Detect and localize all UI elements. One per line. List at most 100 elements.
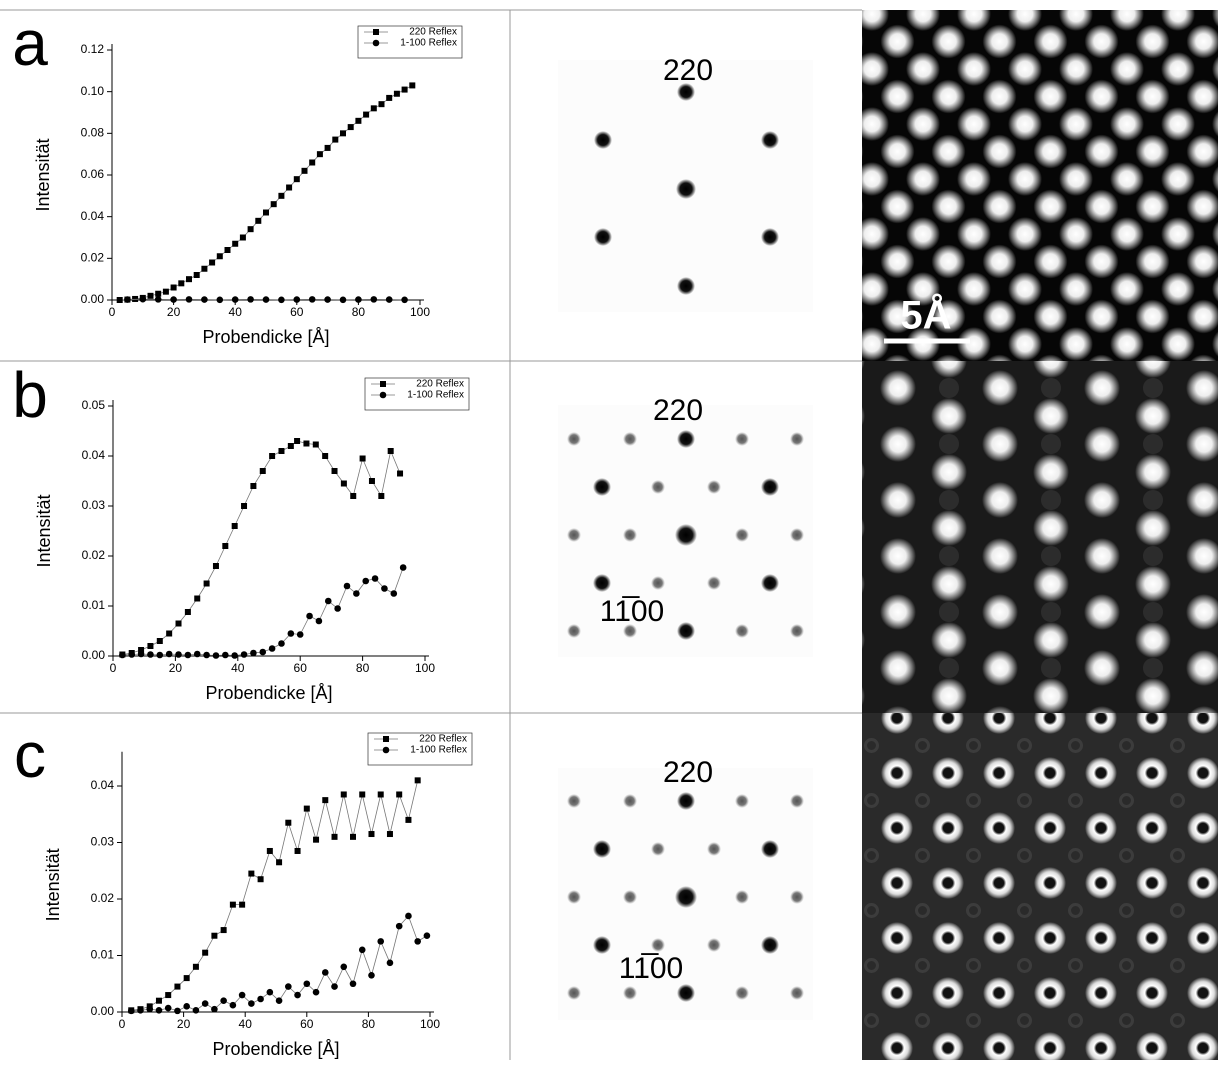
- x-tick-label: 20: [167, 305, 181, 319]
- spot-label: 220: [663, 54, 713, 87]
- data-point: [137, 1007, 144, 1014]
- data-point: [224, 247, 231, 253]
- data-point: [294, 847, 301, 854]
- data-point: [334, 605, 341, 612]
- data-point: [275, 997, 283, 1004]
- data-point: [240, 651, 248, 658]
- x-tick-label: 100: [415, 661, 435, 675]
- x-tick-label: 40: [231, 661, 245, 675]
- data-point: [293, 296, 301, 303]
- diffraction-spot: [790, 986, 804, 1000]
- diffraction-spot: [567, 624, 581, 638]
- diffraction-spot: [735, 528, 749, 542]
- data-point: [378, 101, 385, 108]
- data-point: [229, 1001, 237, 1009]
- data-point: [306, 612, 313, 620]
- data-point: [255, 217, 262, 224]
- diffraction-spot: [593, 478, 611, 496]
- data-point: [162, 288, 169, 295]
- data-point: [266, 847, 273, 854]
- diffraction-spot: [735, 794, 749, 808]
- data-point: [155, 997, 162, 1004]
- data-point: [423, 932, 431, 940]
- diffraction-spot: [651, 938, 665, 952]
- data-point: [241, 503, 248, 509]
- data-point: [174, 983, 181, 990]
- data-point: [386, 959, 394, 967]
- data-point: [203, 651, 210, 659]
- data-point: [396, 791, 403, 798]
- data-point: [414, 777, 421, 784]
- x-axis-title: Probendicke [Å]: [212, 1039, 339, 1059]
- diffraction-spot: [761, 228, 779, 246]
- data-point: [340, 130, 346, 137]
- data-point: [231, 296, 239, 303]
- y-tick-label: 0.04: [91, 778, 115, 792]
- data-point: [119, 651, 126, 659]
- x-tick-label: 100: [420, 1017, 440, 1031]
- data-point: [257, 876, 264, 883]
- y-tick-label: 0.01: [91, 948, 115, 962]
- series-line: [122, 567, 404, 656]
- data-point: [405, 816, 412, 823]
- data-point: [377, 791, 384, 798]
- y-tick-label: 0.12: [81, 42, 105, 56]
- data-point: [313, 836, 320, 843]
- data-point: [293, 176, 300, 183]
- diffraction-spot: [707, 576, 721, 590]
- data-point: [183, 1003, 190, 1010]
- x-tick-label: 20: [169, 661, 183, 675]
- diffraction-spot: [790, 624, 804, 638]
- data-point: [370, 296, 378, 303]
- data-point: [378, 493, 385, 499]
- data-point: [212, 563, 219, 569]
- data-point: [164, 1004, 172, 1012]
- y-tick-label: 0.01: [82, 598, 106, 612]
- series-line: [119, 85, 413, 301]
- diffraction-spot: [790, 432, 804, 446]
- data-point: [296, 631, 304, 638]
- diffraction-spot: [651, 842, 665, 856]
- spot-label: 11̅00: [619, 952, 684, 985]
- data-point: [262, 296, 270, 303]
- data-point: [185, 296, 193, 303]
- data-point: [266, 988, 274, 996]
- panel-label: a: [12, 7, 48, 79]
- data-point: [259, 468, 266, 474]
- x-tick-label: 0: [109, 305, 116, 319]
- data-point: [381, 585, 388, 592]
- data-point: [386, 94, 393, 101]
- data-point: [193, 650, 201, 658]
- data-point: [203, 580, 210, 587]
- diffraction-spot: [623, 794, 637, 808]
- data-point: [377, 938, 385, 945]
- data-point: [192, 1007, 200, 1014]
- data-point: [399, 564, 407, 571]
- data-point: [331, 983, 338, 990]
- data-point: [331, 468, 338, 474]
- data-point: [137, 650, 145, 658]
- data-point: [184, 609, 191, 615]
- diffraction-spot: [623, 890, 637, 904]
- data-point: [193, 272, 200, 278]
- diffraction-spot: [567, 890, 581, 904]
- data-point: [155, 290, 162, 297]
- data-point: [248, 1000, 255, 1007]
- legend-label: 1-100 Reflex: [407, 390, 464, 401]
- data-point: [201, 296, 208, 303]
- data-point: [263, 209, 269, 216]
- data-point: [303, 805, 310, 812]
- data-point: [211, 932, 218, 939]
- scale-bar-label: 5Å: [900, 293, 951, 338]
- x-tick-label: 100: [410, 305, 430, 319]
- data-point: [401, 296, 408, 304]
- data-point: [322, 797, 329, 804]
- diffraction-spot: [567, 432, 581, 446]
- y-tick-label: 0.00: [81, 292, 105, 306]
- diffraction-spot: [651, 480, 665, 494]
- data-point: [355, 296, 362, 303]
- data-point: [340, 480, 347, 487]
- data-point: [286, 184, 293, 191]
- diffraction-spot: [761, 840, 779, 858]
- y-tick-label: 0.04: [82, 448, 106, 462]
